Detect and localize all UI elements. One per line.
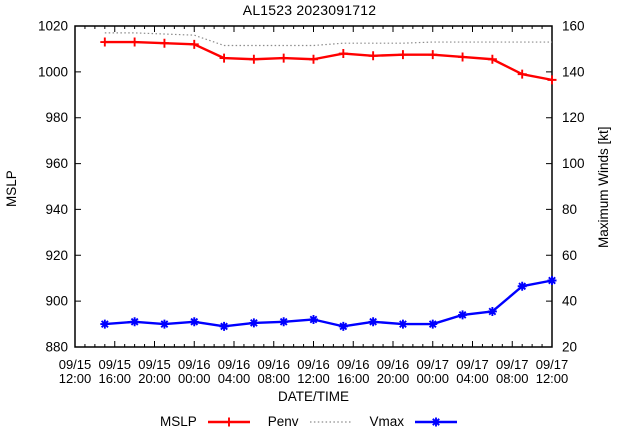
legend-item-penv: Penv bbox=[268, 414, 354, 429]
legend: MSLP Penv Vmax bbox=[0, 414, 619, 429]
legend-sample-vmax-line bbox=[415, 417, 458, 426]
y-tick-label-left: 940 bbox=[45, 202, 68, 217]
legend-label-vmax: Vmax bbox=[369, 414, 405, 429]
legend-label-penv: Penv bbox=[267, 414, 299, 429]
y-tick-label-right: 60 bbox=[562, 248, 577, 263]
y-tick-label-right: 20 bbox=[562, 340, 577, 355]
x-tick-label-date: 09/15 bbox=[98, 357, 131, 372]
y-tick-label-right: 40 bbox=[562, 294, 577, 309]
x-tick-label-time: 08:00 bbox=[257, 371, 290, 386]
legend-item-mslp: MSLP bbox=[160, 414, 252, 429]
x-tick-label-time: 12:00 bbox=[297, 371, 330, 386]
series-mslp-line bbox=[104, 40, 553, 82]
y-tick-label-left: 960 bbox=[45, 156, 68, 171]
y-tick-label-left: 1000 bbox=[38, 64, 68, 79]
x-tick-label-date: 09/16 bbox=[178, 357, 211, 372]
x-tick-label-time: 08:00 bbox=[496, 371, 529, 386]
y-tick-label-right: 160 bbox=[562, 19, 585, 34]
x-tick-label-time: 12:00 bbox=[536, 371, 569, 386]
series-mslp-markers bbox=[100, 37, 557, 85]
x-axis-label: DATE/TIME bbox=[277, 389, 349, 404]
y-tick-label-left: 880 bbox=[45, 340, 68, 355]
series-vmax-line bbox=[104, 279, 553, 328]
legend-item-vmax: Vmax bbox=[370, 414, 460, 429]
x-tick-label-date: 09/17 bbox=[456, 357, 489, 372]
x-tick-label-time: 00:00 bbox=[416, 371, 449, 386]
y-tick-label-left: 900 bbox=[45, 294, 68, 309]
x-tick-label-time: 16:00 bbox=[337, 371, 370, 386]
x-tick-label-time: 04:00 bbox=[456, 371, 489, 386]
y-tick-label-right: 100 bbox=[562, 156, 585, 171]
x-tick-label-time: 04:00 bbox=[218, 371, 251, 386]
y-tick-label-right: 140 bbox=[562, 64, 585, 79]
chart-title: AL1523 2023091712 bbox=[242, 2, 377, 18]
legend-sample-penv-line bbox=[309, 420, 352, 423]
x-tick-label-date: 09/16 bbox=[377, 357, 410, 372]
x-tick-label-date: 09/17 bbox=[496, 357, 529, 372]
x-tick-label-time: 16:00 bbox=[98, 371, 131, 386]
x-tick-label-time: 00:00 bbox=[178, 371, 211, 386]
x-ticks bbox=[74, 26, 553, 347]
x-tick-label-time: 20:00 bbox=[138, 371, 171, 386]
x-tick-label-date: 09/15 bbox=[59, 357, 92, 372]
y-tick-label-right: 120 bbox=[562, 110, 585, 125]
x-tick-label-date: 09/15 bbox=[138, 357, 171, 372]
legend-label-mslp: MSLP bbox=[159, 414, 197, 429]
x-tick-label-date: 09/16 bbox=[297, 357, 330, 372]
x-tick-label-time: 20:00 bbox=[377, 371, 410, 386]
x-tick-label-date: 09/17 bbox=[416, 357, 449, 372]
y-tick-label-left: 920 bbox=[45, 248, 68, 263]
y-tick-label-right: 80 bbox=[562, 202, 577, 217]
series-vmax-markers bbox=[100, 276, 557, 331]
legend-sample-mslp-line bbox=[207, 417, 250, 426]
x-tick-label-date: 09/16 bbox=[337, 357, 370, 372]
series-penv-line bbox=[104, 32, 552, 47]
y-tick-label-left: 1020 bbox=[38, 19, 68, 34]
x-tick-label-time: 12:00 bbox=[59, 371, 92, 386]
x-tick-label-date: 09/17 bbox=[536, 357, 569, 372]
x-tick-label-date: 09/16 bbox=[257, 357, 290, 372]
plot-border bbox=[74, 25, 553, 348]
x-tick-label-date: 09/16 bbox=[218, 357, 251, 372]
y-tick-label-left: 980 bbox=[45, 110, 68, 125]
y-ticks bbox=[75, 25, 552, 348]
